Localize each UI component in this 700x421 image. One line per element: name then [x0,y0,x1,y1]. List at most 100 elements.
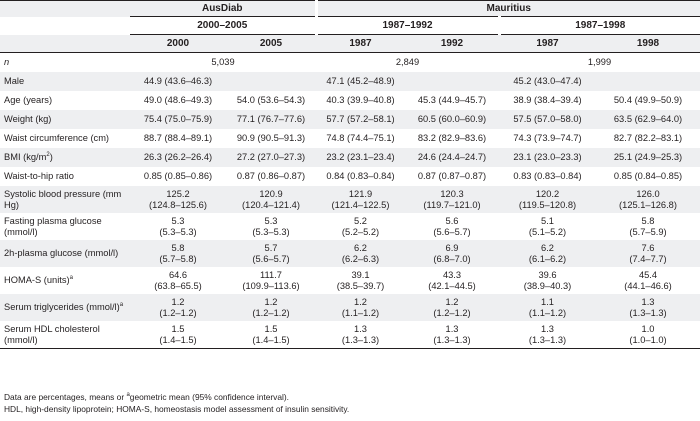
table-cell [226,72,316,91]
row-label: Age (years) [4,95,53,105]
year-header: 1987 [316,34,405,53]
table-cell: 5.8 (5.7–5.9) [629,215,667,237]
table-cell: 23.2 (23.1–23.4) [316,148,405,167]
table-cell: 26.3 (26.2–26.4) [130,148,226,167]
table-cell: 5.7 (5.6–5.7) [226,240,316,267]
table-cell: 126.0 (125.1–126.8) [596,186,700,213]
table-cell: 25.1 (24.9–25.3) [596,148,700,167]
period-header: 1987–1998 [497,16,700,35]
table-cell: 24.6 (24.4–24.7) [405,148,499,167]
group-header-mauritius: Mauritius [314,0,700,17]
year-header: 1998 [596,34,700,53]
table-cell: 40.3 (39.9–40.8) [326,95,395,105]
table-cell: 1.1 (1.1–1.2) [499,294,596,321]
table-cell: 5.3 (5.3–5.3) [252,215,290,237]
table-cell: 120.9 (120.4–121.4) [226,186,316,213]
table-cell: 50.4 (49.9–50.9) [613,95,683,105]
table-cell: 77.1 (76.7–77.6) [226,110,316,129]
corner-cell [0,34,130,53]
table-cell: 1.2 (1.2–1.2) [405,294,499,321]
table-row: BMI (kg/m2) 26.3 (26.2–26.4) 27.2 (27.0–27… [0,148,700,167]
table-cell: 90.9 (90.5–91.3) [236,133,306,143]
table-cell: 39.6 (38.9–40.3) [523,269,572,291]
year-header: 2005 [226,34,316,53]
table-cell: 23.1 (23.0–23.3) [499,148,596,167]
table-cell: 1.3 (1.3–1.3) [596,294,700,321]
table-cell: 0.83 (0.83–0.84) [513,171,582,181]
table-cell: 6.9 (6.8–7.0) [405,240,499,267]
data-table: AusDiab Mauritius 2000–2005 1987–1992 19… [0,0,700,349]
table-cell: 5.8 (5.7–5.8) [130,240,226,267]
table-cell: 45.2 (43.0–47.4) [499,72,596,91]
table-row: Age (years) 49.0 (48.6–49.3) 54.0 (53.6–54… [0,91,700,110]
table-cell: 0.87 (0.86–0.87) [236,171,306,181]
row-label: HOMA-S (units)a [4,274,73,285]
table-cell: 57.7 (57.2–58.1) [316,110,405,129]
table-cell [405,72,499,91]
table-cell: 125.2 (124.8–125.6) [130,186,226,213]
table-cell: 45.4 (44.1–46.6) [624,269,672,291]
period-header: 2000–2005 [130,16,316,35]
table-cell: 47.1 (45.2–48.9) [316,72,405,91]
table-row: Fasting plasma glucose (mmol/l) 5.3 (5.3–5… [0,213,700,240]
row-label: Waist circumference (cm) [4,133,110,143]
table-cell: 57.5 (57.0–58.0) [499,110,596,129]
table-cell: 74.3 (73.9–74.7) [513,133,582,143]
row-label: BMI (kg/m2) [0,148,130,167]
group-header-ausdiab: AusDiab [130,0,316,17]
table-cell: 74.8 (74.4–75.1) [326,133,395,143]
table-row-n: n 5,039 2,849 1,999 [0,53,700,73]
table-cell: 111.7 (109.9–113.6) [242,269,300,291]
row-label: n [4,57,10,67]
table-cell: 63.5 (62.9–64.0) [596,110,700,129]
table-cell: 83.2 (82.9–83.6) [417,133,487,143]
table-cell: 64.6 (63.8–65.5) [154,269,202,291]
row-label: Male [0,72,130,91]
table-cell: 45.3 (44.9–45.7) [417,95,487,105]
table-cell: 0.87 (0.87–0.87) [417,171,487,181]
table-cell: 5,039 [211,57,235,67]
table-cell: 75.4 (75.0–75.9) [130,110,226,129]
year-header: 1992 [405,34,499,53]
table-cell: 5.6 (5.6–5.7) [433,215,471,237]
table-row: HOMA-S (units)a 64.6 (63.8–65.5) 111.7 (109.… [0,267,700,294]
table-cell: 7.6 (7.4–7.7) [596,240,700,267]
table-cell: 5.2 (5.2–5.2) [341,215,380,237]
table-row: Systolic blood pressure (mm Hg) 125.2 (124… [0,186,700,213]
table-cell: 1,999 [587,57,612,67]
row-label: Systolic blood pressure (mm Hg) [0,186,130,213]
table-row: Waist-to-hip ratio 0.85 (0.85–0.86) 0.87 (… [0,167,700,186]
row-label: 2h-plasma glucose (mmol/l) [0,240,130,267]
table-cell [596,72,700,91]
footnote-2: HDL, high-density lipoprotein; HOMA-S, h… [4,404,350,414]
row-label: Serum HDL cholesterol (mmol/l) [4,323,100,345]
table-cell: 54.0 (53.6–54.3) [236,95,306,105]
table-row: 2h-plasma glucose (mmol/l) 5.8 (5.7–5.8) 5.… [0,240,700,267]
table-cell: 27.2 (27.0–27.3) [226,148,316,167]
table-cell: 6.2 (6.1–6.2) [499,240,596,267]
table-cell: 1.5 (1.4–1.5) [159,323,197,345]
row-label: Serum triglycerides (mmol/l)a [0,294,130,321]
table-row: Serum HDL cholesterol (mmol/l) 1.5 (1.4–1.… [0,321,700,349]
table-row: Serum triglycerides (mmol/l)a 1.2 (1.2–1.2… [0,294,700,321]
table-cell: 88.7 (88.4–89.1) [143,133,213,143]
table-cell: 44.9 (43.6–46.3) [130,72,226,91]
table-cell: 2,849 [395,57,420,67]
table-cell: 120.2 (119.5–120.8) [499,186,596,213]
table-cell: 121.9 (121.4–122.5) [316,186,405,213]
footnote-1: Data are percentages, means or ageometri… [4,392,289,402]
period-header: 1987–1992 [314,16,499,35]
table-row: Waist circumference (cm) 88.7 (88.4–89.1)… [0,129,700,148]
row-label: Waist-to-hip ratio [4,171,74,181]
corner-cell [0,17,130,35]
table-cell: 43.3 (42.1–44.5) [428,269,476,291]
year-header: 1987 [499,34,596,53]
row-label: Weight (kg) [0,110,130,129]
table-cell: 60.5 (60.0–60.9) [405,110,499,129]
table-cell: 5.1 (5.1–5.2) [528,215,567,237]
table-cell: 82.7 (82.2–83.1) [613,133,683,143]
table-cell: 38.9 (38.4–39.4) [513,95,582,105]
table-cell: 1.2 (1.2–1.2) [130,294,226,321]
table-cell: 1.2 (1.2–1.2) [226,294,316,321]
table-cell: 0.85 (0.84–0.85) [613,171,683,181]
